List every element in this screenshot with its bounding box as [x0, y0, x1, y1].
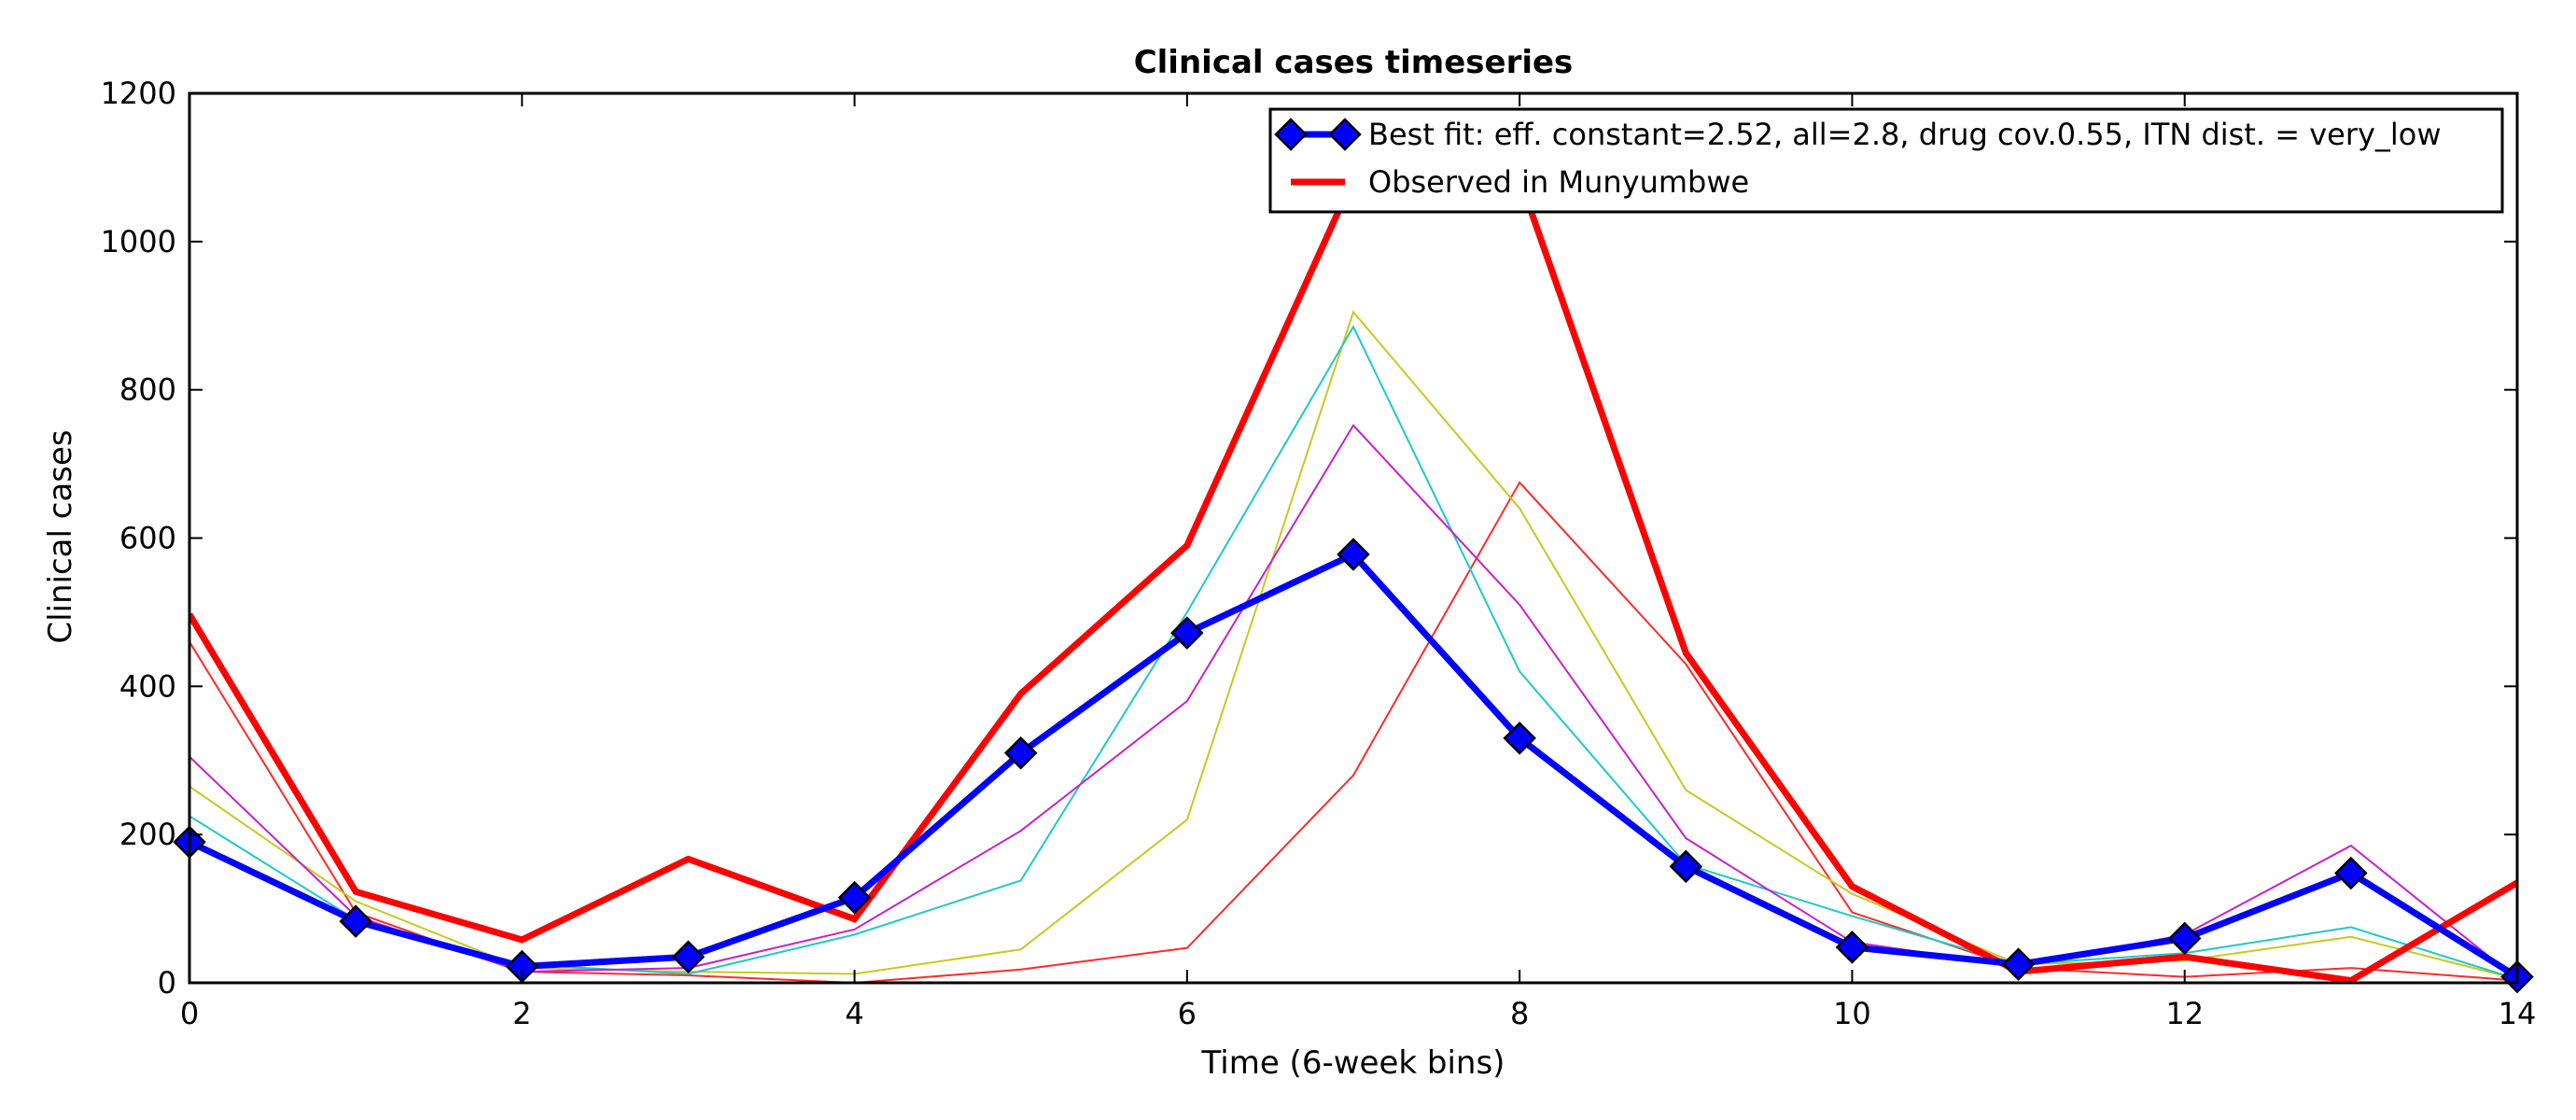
x-tick-label: 0: [180, 996, 199, 1031]
legend-marker: [1274, 118, 1308, 151]
y-tick-label: 1000: [101, 224, 176, 259]
legend-marker: [1328, 118, 1362, 151]
y-tick-label: 200: [119, 817, 176, 852]
data-point-marker: [339, 904, 372, 938]
data-point-marker: [1503, 721, 1536, 755]
x-tick-label: 14: [2499, 996, 2537, 1031]
series-line-4: [189, 175, 2517, 983]
data-point-marker: [2334, 856, 2368, 890]
series-line-0: [189, 481, 2517, 983]
y-tick-label: 1200: [101, 76, 176, 111]
x-tick-label: 12: [2165, 996, 2204, 1031]
x-axis-label: Time (6-week bins): [1201, 1044, 1505, 1082]
y-axis-label: Clinical cases: [42, 429, 79, 643]
series-line-1: [189, 310, 2517, 980]
chart-title: Clinical cases timeseries: [1134, 44, 1574, 81]
y-tick-label: 0: [158, 965, 176, 1001]
series-line-5: [189, 550, 2517, 980]
data-point-marker: [837, 880, 872, 915]
series-line-3: [189, 424, 2517, 980]
y-tick-label: 600: [119, 521, 176, 556]
data-point-marker: [1170, 616, 1204, 650]
data-point-marker: [1835, 931, 1869, 964]
data-point-marker: [2001, 947, 2036, 981]
chart-legend: Best fit: eff. constant=2.52, all=2.8, d…: [1268, 107, 2504, 214]
legend-box: [1268, 107, 2504, 214]
legend-entry-label: Best fit: eff. constant=2.52, all=2.8, d…: [1368, 117, 2442, 152]
series-group: [189, 175, 2517, 983]
x-tick-label: 8: [1510, 996, 1529, 1031]
y-tick-label: 400: [119, 668, 176, 704]
series-line-2: [189, 325, 2517, 980]
data-point-marker: [1669, 849, 1703, 884]
data-point-marker: [1337, 538, 1370, 571]
x-tick-label: 10: [1833, 996, 1871, 1031]
data-point-marker: [671, 940, 706, 973]
data-point-marker: [1003, 736, 1038, 770]
x-tick-label: 6: [1178, 996, 1197, 1031]
data-point-marker: [2167, 921, 2202, 956]
y-tick-label: 800: [119, 372, 176, 408]
x-tick-label: 2: [512, 996, 531, 1031]
x-tick-label: 4: [845, 996, 863, 1031]
legend-entry-label: Observed in Munyumbwe: [1368, 164, 1749, 200]
plot-area: 0 2 4 6 8 10 12 14 0 200 400 600 800 1000 1200: [101, 76, 2537, 1031]
